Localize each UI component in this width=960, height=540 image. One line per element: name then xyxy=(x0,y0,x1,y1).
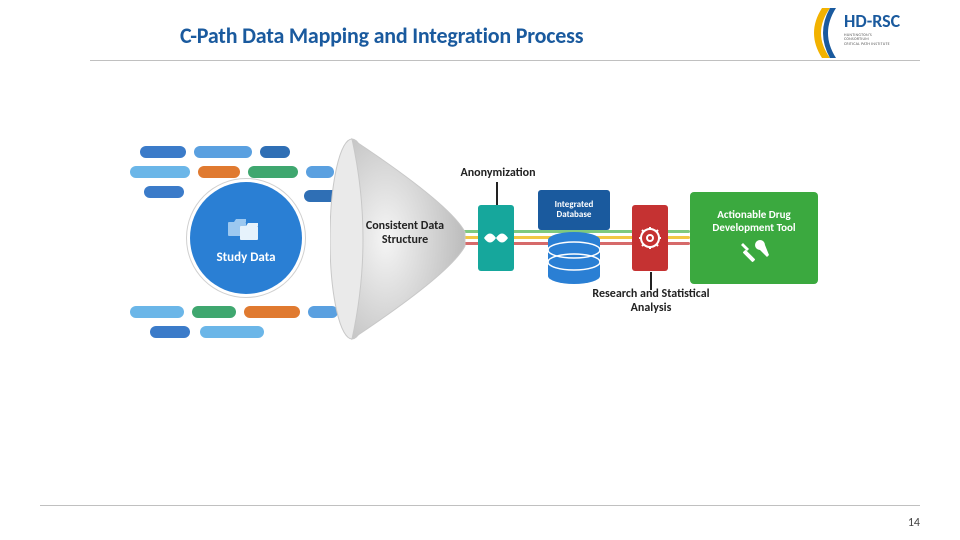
logo-text: HD-RSC xyxy=(844,12,900,30)
logo-arc-blue-icon xyxy=(816,8,840,58)
data-pill xyxy=(192,306,236,318)
data-pill xyxy=(248,166,298,178)
logo: HD-RSC HUNTINGTON'S CONSORTIUM CRITICAL … xyxy=(810,8,920,58)
anon-callout-line xyxy=(496,182,498,206)
mask-icon xyxy=(483,231,509,245)
page-number: 14 xyxy=(908,516,920,530)
database-icon xyxy=(546,232,602,284)
integrated-db-label: Integrated Database xyxy=(538,190,610,230)
process-diagram: Study Data Consistent Data Structure Ano… xyxy=(130,130,840,360)
data-pill xyxy=(200,326,264,338)
anonymization-box xyxy=(478,205,514,271)
research-label: Research and Statistical Analysis xyxy=(586,288,716,316)
research-box xyxy=(632,205,668,271)
tools-icon xyxy=(737,239,771,267)
study-data-hub: Study Data xyxy=(190,182,302,294)
anonymization-label: Anonymization xyxy=(448,166,548,180)
tool-box: Actionable Drug Development Tool xyxy=(690,192,818,284)
folders-icon xyxy=(226,212,266,244)
data-pill xyxy=(198,166,240,178)
tool-label: Actionable Drug Development Tool xyxy=(694,209,814,234)
slide: C-Path Data Mapping and Integration Proc… xyxy=(0,0,960,540)
data-pill xyxy=(244,306,300,318)
study-data-label: Study Data xyxy=(217,250,276,265)
page-title: C-Path Data Mapping and Integration Proc… xyxy=(180,22,583,49)
divider-top xyxy=(90,60,920,61)
logo-subtext: HUNTINGTON'S CONSORTIUM CRITICAL PATH IN… xyxy=(844,34,890,47)
data-pill xyxy=(144,186,184,198)
data-pill xyxy=(130,306,184,318)
gear-icon xyxy=(638,226,662,250)
data-pill xyxy=(260,146,290,158)
consistent-structure-label: Consistent Data Structure xyxy=(360,220,450,248)
data-pill xyxy=(194,146,252,158)
data-pill xyxy=(140,146,186,158)
integrated-database: Integrated Database xyxy=(538,190,610,286)
divider-bottom xyxy=(40,505,920,506)
data-pill xyxy=(150,326,190,338)
data-pill xyxy=(130,166,190,178)
